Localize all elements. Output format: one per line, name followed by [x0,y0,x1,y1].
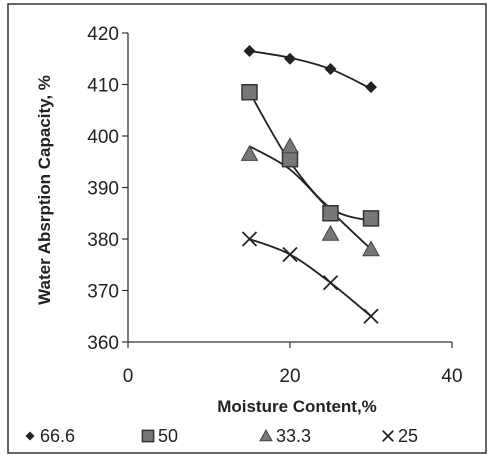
data-point-x [241,231,258,247]
y-tick-label: 390 [87,179,119,200]
x-tick-label: 40 [441,366,462,387]
legend-label: 50 [158,426,178,446]
y-axis-title: Water Absrption Capacity, % [35,75,54,305]
series-line-2 [249,145,372,250]
x-axis-title: Moisture Content,% [217,397,377,416]
data-point-x [363,308,379,324]
data-point-diamond [284,52,296,65]
data-point-triangle [362,240,380,257]
x-tick-labels: 0 20 40 [123,366,463,387]
series-markers [240,45,380,324]
y-tick-label: 400 [87,127,119,148]
legend-marker-square [141,429,155,443]
y-tick-label: 380 [87,230,119,251]
legend-label: 25 [398,426,418,446]
data-point-square [281,150,299,168]
axes [122,32,453,348]
chart-border [7,3,487,454]
data-point-square [241,83,258,101]
legend-marker-triangle [259,428,273,442]
data-point-diamond [365,81,377,94]
data-point-diamond [324,63,337,76]
data-point-square [322,205,339,222]
y-tick-label: 410 [87,76,119,97]
data-point-square [362,210,380,227]
legend-marker-diamond [25,431,35,441]
series-line-3 [249,238,372,317]
legend-marker-x [382,430,394,442]
legend-entry-2: 33.3 [259,426,311,446]
legend-entry-0: 66.6 [25,426,75,446]
x-tick-label: 0 [123,366,134,387]
legend-entry-1: 50 [141,426,178,446]
data-point-triangle [281,137,299,154]
x-tick-label: 20 [279,366,300,387]
legend: 66.6 50 33.3 25 [25,426,418,446]
y-tick-label: 420 [87,24,119,45]
y-tick-label: 360 [87,333,119,354]
series-line-0 [249,50,372,90]
data-point-x [322,275,339,291]
series-lines [248,50,372,317]
data-point-triangle [240,144,259,161]
y-tick-label: 370 [87,282,119,303]
data-point-diamond [243,45,256,58]
data-point-x [282,246,298,263]
legend-label: 33.3 [276,426,311,446]
data-point-triangle [321,224,340,241]
y-tick-labels: 360 370 380 390 400 410 420 [87,24,119,354]
legend-entry-3: 25 [382,426,418,446]
legend-label: 66.6 [40,426,75,446]
